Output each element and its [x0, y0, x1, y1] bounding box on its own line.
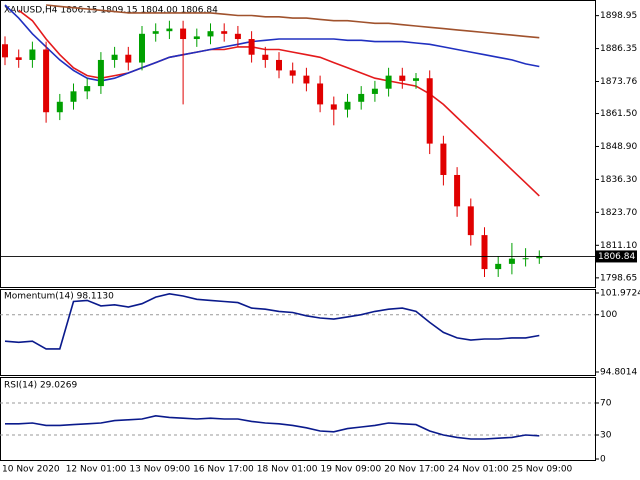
candle-body — [454, 174, 461, 207]
moving-average — [18, 9, 540, 197]
x-tick-label: 18 Nov 01:00 — [257, 465, 318, 475]
candle-body — [70, 91, 77, 102]
y-tick-label: 1798.65 — [600, 273, 637, 283]
moving-average — [46, 4, 540, 39]
indicator-line — [4, 292, 540, 350]
candle-body — [193, 36, 200, 40]
candle-body — [56, 101, 63, 113]
y-tick-label: 0 — [600, 455, 606, 465]
candle-body — [139, 33, 145, 63]
x-tick-label: 19 Nov 09:00 — [321, 465, 382, 475]
candle-body — [536, 256, 543, 259]
candle-body — [111, 54, 118, 60]
candle-body — [399, 75, 406, 81]
candle-body — [522, 258, 529, 260]
candle-body — [508, 258, 515, 264]
candle-body — [344, 101, 351, 110]
candle-body — [413, 78, 419, 81]
y-tick-label: 70 — [600, 399, 612, 409]
y-tick-label: 1823.70 — [600, 208, 637, 218]
x-tick-label: 25 Nov 09:00 — [512, 465, 573, 475]
candle-body — [207, 31, 214, 37]
rsi-panel — [0, 377, 596, 461]
candle-body — [358, 93, 365, 102]
y-tick-label: 94.8014 — [600, 368, 637, 378]
y-tick-label: 1811.10 — [600, 241, 637, 251]
main-panel — [0, 0, 596, 288]
candle-body — [303, 75, 310, 84]
x-tick-label: 20 Nov 17:00 — [384, 465, 445, 475]
x-tick-label: 24 Nov 01:00 — [448, 465, 509, 475]
candle-body — [385, 75, 392, 89]
last-price-label: 1806.84 — [598, 252, 635, 262]
moving-average — [4, 4, 540, 82]
candle-body — [289, 70, 296, 76]
candle-body — [97, 59, 104, 87]
candle-body — [234, 33, 241, 40]
candle-body — [152, 31, 159, 34]
last-price-box — [595, 250, 637, 263]
candle-body — [440, 143, 447, 175]
candle-body — [495, 263, 502, 270]
candle-body — [125, 54, 132, 63]
y-tick-label: 1873.76 — [600, 77, 637, 87]
x-tick-label: 10 Nov 2020 — [2, 465, 60, 475]
y-tick-label: 1836.30 — [600, 175, 637, 185]
candle-body — [262, 54, 269, 60]
y-tick-label: 1886.35 — [600, 44, 637, 54]
y-tick-label: 100 — [600, 310, 617, 320]
candle-body — [180, 28, 187, 40]
indicator-title: Momentum(14) 98.1130 — [4, 292, 114, 302]
x-tick-label: 13 Nov 09:00 — [129, 465, 190, 475]
candle-body — [276, 59, 282, 71]
candle-body — [221, 31, 228, 34]
candle-body — [2, 44, 8, 58]
candle-body — [84, 86, 91, 92]
candle-body — [166, 28, 173, 32]
y-tick-label: 1898.95 — [600, 11, 637, 21]
candle-body — [371, 88, 378, 94]
candle-body — [29, 49, 36, 60]
momentum-panel — [0, 289, 596, 376]
candle-body — [481, 235, 488, 270]
indicator-title: RSI(14) 29.0269 — [4, 381, 77, 391]
y-tick-label: 30 — [600, 431, 612, 441]
candle-body — [43, 49, 50, 113]
y-tick-label: 101.9724 — [600, 289, 640, 299]
y-tick-label: 1861.50 — [600, 109, 637, 119]
indicator-line — [5, 414, 540, 440]
candle-body — [467, 206, 474, 236]
candle-body — [248, 39, 255, 55]
candle-body — [317, 83, 324, 105]
x-tick-label: 16 Nov 17:00 — [193, 465, 254, 475]
candle-body — [426, 78, 433, 144]
y-tick-label: 1848.90 — [600, 142, 637, 152]
candle-body — [15, 57, 22, 60]
x-tick-label: 12 Nov 01:00 — [66, 465, 127, 475]
candle-body — [330, 104, 337, 110]
